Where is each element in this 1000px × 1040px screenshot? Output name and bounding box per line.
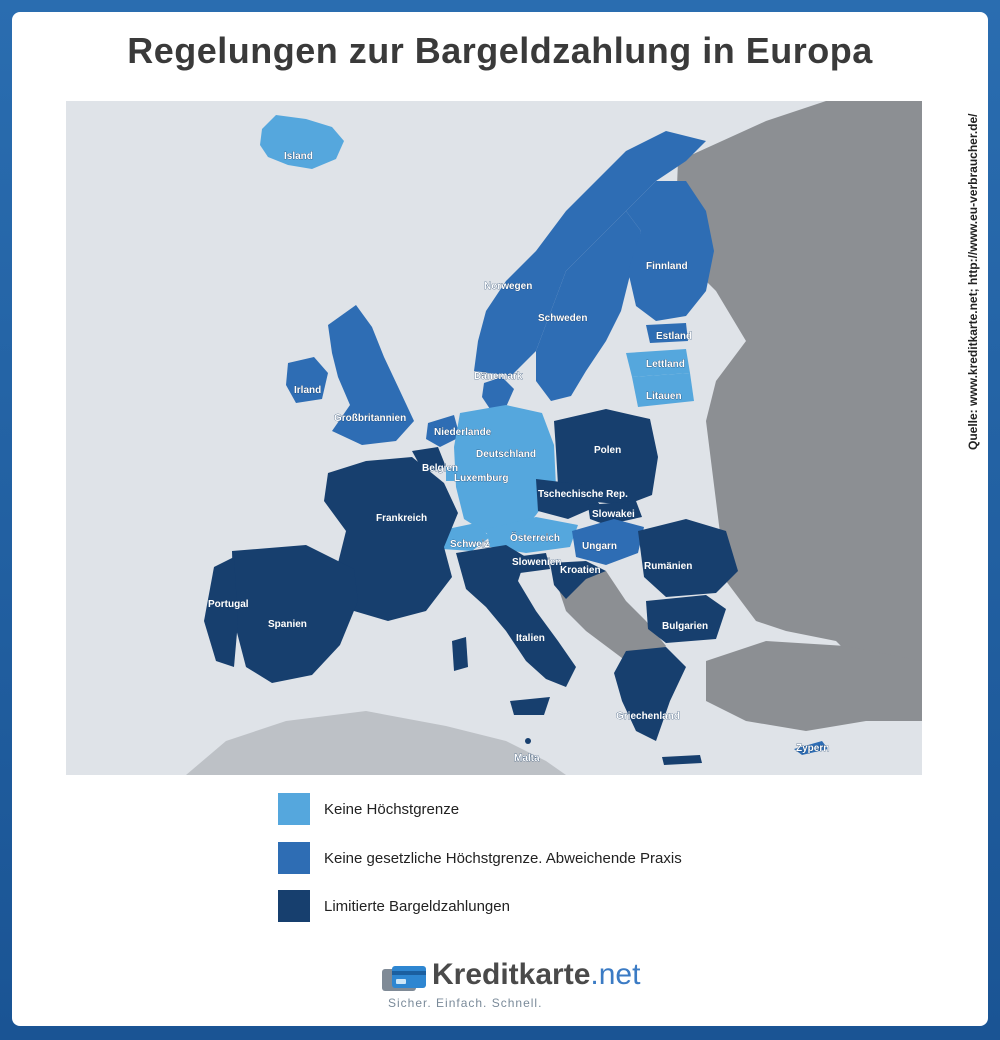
label-grossbritannien: Großbritannien [334,413,406,424]
legend-item-limited: Limitierte Bargeldzahlungen [278,890,738,922]
legend-swatch [278,793,310,825]
country-irland [286,357,328,403]
country-oesterreich [486,517,578,553]
label-finnland: Finnland [646,261,688,272]
logo-tld: .net [590,958,641,991]
country-spanien [232,545,358,683]
country-finnland [626,181,714,321]
russia-region [676,101,922,691]
country-litauen [632,373,694,407]
label-norwegen: Norwegen [484,281,532,292]
label-luxemburg: Luxemburg [454,473,508,484]
country-italien [456,545,576,687]
country-rumaenien [638,519,738,597]
label-malta: Malta [514,753,540,764]
country-frankreich [324,457,458,621]
country-zypern [794,741,828,755]
label-frankreich: Frankreich [376,513,427,524]
label-slowakei: Slowakei [592,509,635,520]
country-ungarn [572,519,644,565]
logo-brand: Kreditkarte [432,958,591,991]
turkey-region [706,641,922,731]
country-griechenland [614,647,686,741]
label-portugal: Portugal [208,599,249,610]
country-slowakei [588,501,642,525]
label-spanien: Spanien [268,619,307,630]
label-irland: Irland [294,385,321,396]
legend-label: Keine gesetzliche Höchstgrenze. Abweiche… [324,849,682,867]
label-rumaenien: Rumänien [644,561,692,572]
europe-map: Island Norwegen Schweden Finnland Estlan… [66,101,922,775]
map-svg: Island Norwegen Schweden Finnland Estlan… [66,101,922,775]
label-daenemark: Dänemark [474,371,523,382]
country-schweden [536,211,641,401]
country-kroatien [550,561,606,599]
credit-card-icon [382,966,426,991]
country-polen [554,409,658,505]
logo: Kreditkarte.net Sicher. Einfach. Schnell… [380,956,660,1016]
legend-label: Keine Höchstgrenze [324,800,460,818]
source-text: Quelle: www.kreditkarte.net; http://www.… [966,113,980,450]
country-italien-sardinia [452,637,468,671]
legend-label: Limitierte Bargeldzahlungen [324,897,510,915]
label-zypern: Zypern [796,743,829,754]
country-tschechien [536,479,600,519]
country-daenemark [482,377,514,409]
label-island: Island [284,151,313,162]
label-deutschland: Deutschland [476,449,536,460]
country-island [260,115,344,169]
label-tschechien: Tschechische Rep. [538,489,628,500]
label-belgien: Belgien [422,463,458,474]
label-schweden: Schweden [538,313,587,324]
country-griechenland-crete [662,755,702,765]
label-schweiz: Schweiz [450,539,489,550]
north-africa [186,711,566,775]
country-norwegen [474,131,706,376]
label-litauen: Litauen [646,391,682,402]
label-oesterreich: Österreich [510,531,560,544]
country-italien-sicily [510,697,550,715]
label-slowenien: Slowenien [512,557,561,568]
country-niederlande [426,415,460,447]
label-griechenland: Griechenland [616,711,680,722]
country-grossbritannien [328,305,414,445]
legend-swatch [278,890,310,922]
label-lettland: Lettland [646,359,685,370]
country-lettland [626,349,690,377]
label-italien: Italien [516,633,545,644]
legend-swatch [278,842,310,874]
country-luxemburg [446,467,456,481]
label-estland: Estland [656,331,692,342]
label-ungarn: Ungarn [582,541,617,552]
country-deutschland [454,405,556,533]
label-niederlande: Niederlande [434,427,492,438]
logo-tagline: Sicher. Einfach. Schnell. [388,996,543,1010]
legend-item-no-limit: Keine Höchstgrenze [278,793,738,825]
country-portugal [204,557,238,667]
country-bulgarien [646,595,726,643]
country-malta [525,738,531,744]
label-polen: Polen [594,445,621,456]
label-bulgarien: Bulgarien [662,621,708,632]
label-kroatien: Kroatien [560,565,601,576]
source-note: Quelle: www.kreditkarte.net; http://www.… [956,100,980,450]
country-estland [646,323,688,343]
logo-wordmark: Kreditkarte.net [432,958,640,992]
legend-item-no-legal-limit: Keine gesetzliche Höchstgrenze. Abweiche… [278,842,738,874]
page-title: Regelungen zur Bargeldzahlung in Europa [127,30,873,71]
balkans-region [556,571,666,661]
